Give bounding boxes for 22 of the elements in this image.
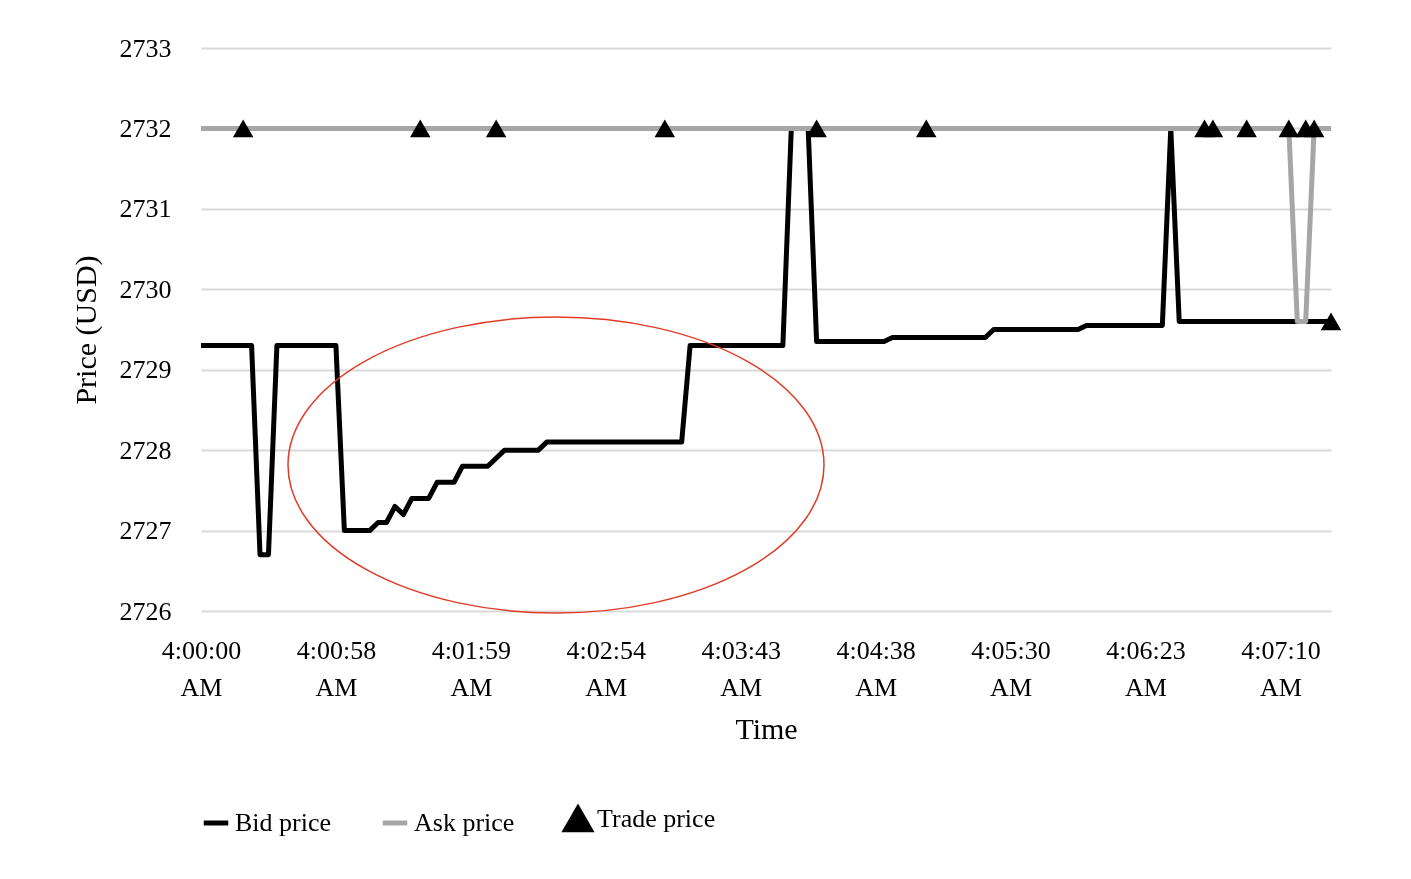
x-axis-title: Time — [735, 711, 798, 745]
x-tick-label: 4:06:23 AM — [1106, 635, 1186, 702]
y-tick-label: 2733 — [119, 33, 172, 63]
legend-label: Ask price — [414, 808, 515, 837]
x-tick-label: 4:05:30 AM — [971, 635, 1051, 702]
y-tick-label: 2730 — [119, 274, 172, 304]
y-tick-label: 2728 — [119, 435, 172, 465]
y-tick-label: 2732 — [119, 113, 172, 143]
y-tick-label: 2726 — [119, 596, 172, 626]
x-tick-label: 4:01:59 AM — [431, 635, 512, 702]
x-tick-label: 4:03:43 AM — [701, 635, 781, 702]
x-tick-label: 4:07:10 AM — [1241, 635, 1321, 702]
y-tick-label: 2729 — [119, 355, 172, 385]
x-tick-label: 4:04:38 AM — [836, 635, 916, 702]
x-tick-label: 4:02:54 AM — [566, 635, 646, 702]
legend-label: Trade price — [597, 804, 716, 834]
x-tick-label: 4:00:58 AM — [296, 635, 377, 702]
y-axis-title: Price (USD) — [68, 255, 103, 405]
legend-label: Bid price — [235, 808, 332, 837]
x-tick-label: 4:00:00 AM — [161, 635, 242, 702]
y-tick-label: 2727 — [119, 516, 172, 546]
y-tick-label: 2731 — [119, 194, 172, 224]
